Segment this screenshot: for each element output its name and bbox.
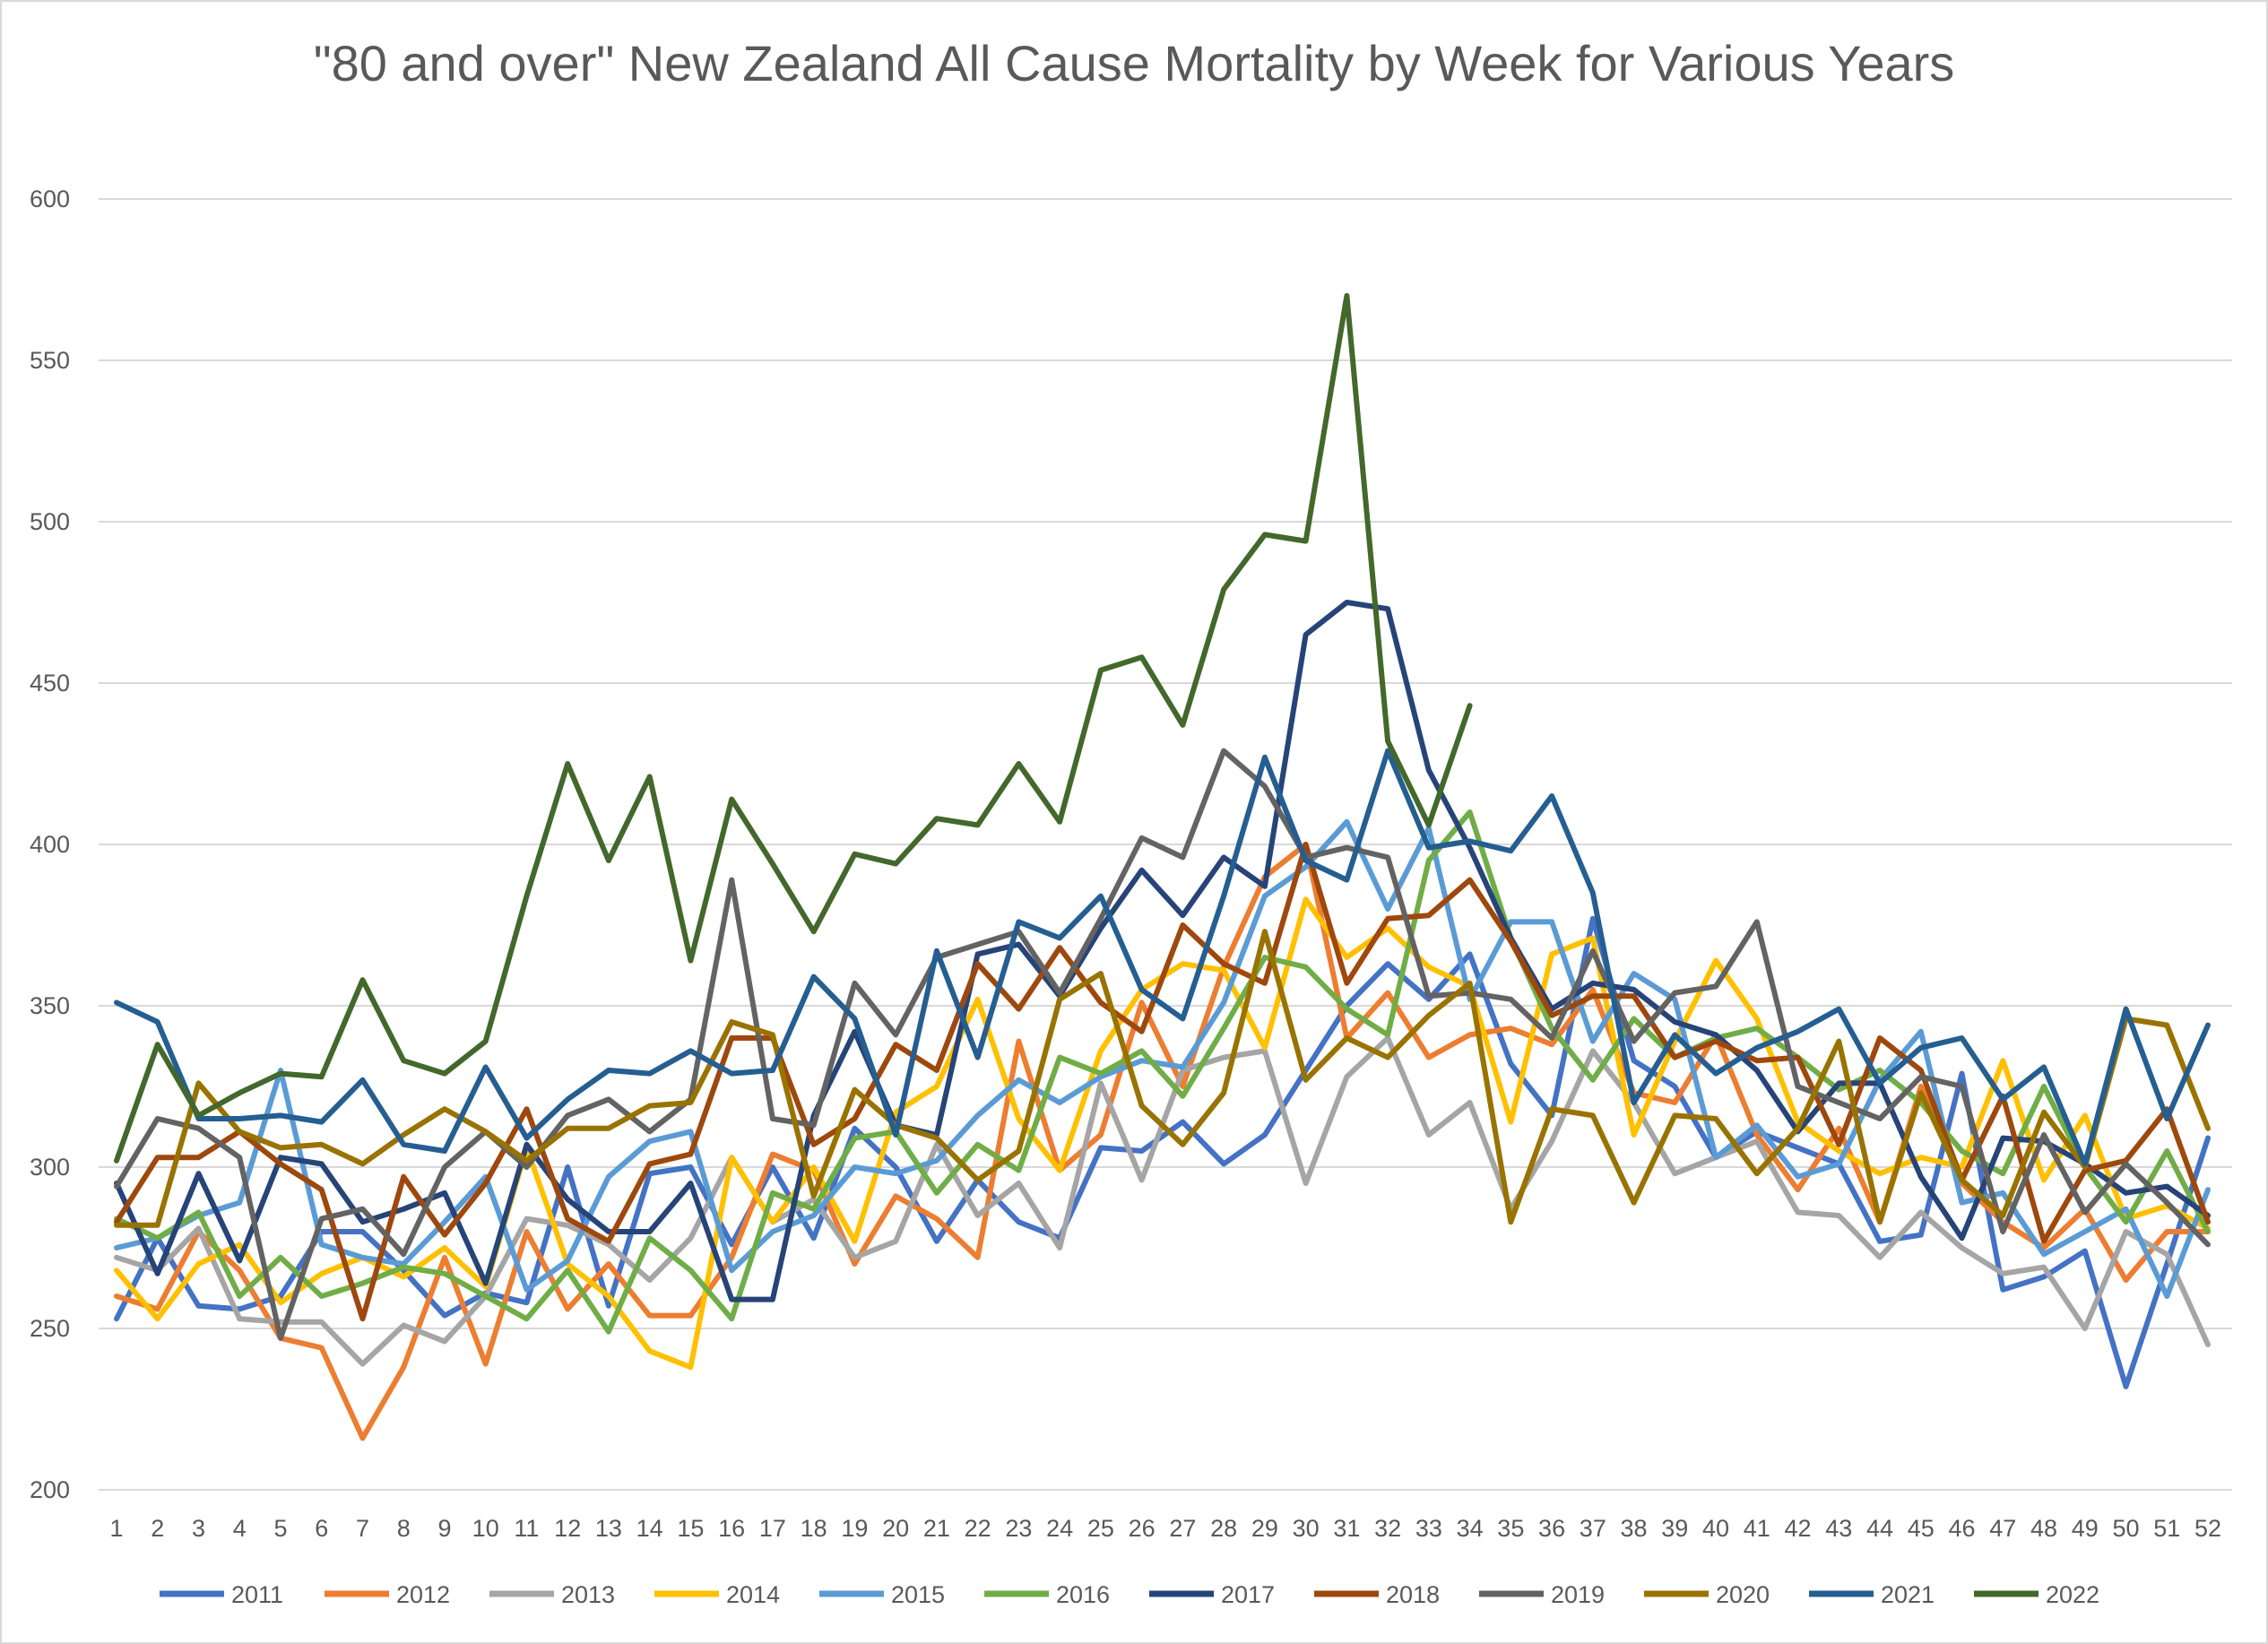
x-tick-label: 11	[514, 1515, 539, 1542]
x-tick-label: 36	[1538, 1515, 1565, 1542]
y-tick-label: 550	[30, 347, 70, 374]
legend-label-2022: 2022	[2046, 1581, 2099, 1608]
x-tick-label: 34	[1457, 1515, 1484, 1542]
series-line-2019	[114, 748, 2211, 1341]
x-tick-label: 16	[718, 1515, 745, 1542]
x-tick-label: 42	[1785, 1515, 1812, 1542]
x-tick-label: 7	[356, 1515, 369, 1542]
x-tick-label: 5	[273, 1515, 287, 1542]
x-tick-label: 52	[2194, 1515, 2221, 1542]
x-tick-label: 37	[1580, 1515, 1606, 1542]
x-tick-label: 32	[1374, 1515, 1401, 1542]
chart-title: "80 and over" New Zealand All Cause Mort…	[314, 35, 1955, 91]
x-tick-label: 29	[1251, 1515, 1278, 1542]
x-tick-label: 39	[1661, 1515, 1688, 1542]
x-tick-label: 3	[192, 1515, 205, 1542]
y-tick-label: 350	[30, 992, 70, 1019]
x-tick-label: 20	[882, 1515, 909, 1542]
x-tick-label: 24	[1046, 1515, 1073, 1542]
legend-label-2013: 2013	[561, 1581, 615, 1608]
legend-label-2015: 2015	[891, 1581, 945, 1608]
series-line-2020	[114, 929, 2211, 1228]
x-tick-label: 45	[1908, 1515, 1935, 1542]
x-tick-label: 10	[472, 1515, 499, 1542]
x-tick-label: 48	[2030, 1515, 2057, 1542]
y-tick-label: 450	[30, 670, 70, 697]
x-tick-label: 6	[315, 1515, 328, 1542]
x-tick-label: 35	[1497, 1515, 1524, 1542]
x-tick-label: 8	[397, 1515, 411, 1542]
series-lines	[114, 293, 2211, 1441]
x-tick-label: 12	[554, 1515, 581, 1542]
x-axis-ticks: 1 2 3 4 5 6 7 8 9 10 11 12 13 14 15 16 17 18 19 20 21 22 23 24 2…	[109, 1515, 2221, 1542]
y-tick-label: 500	[30, 508, 70, 535]
x-tick-label: 9	[437, 1515, 451, 1542]
x-tick-label: 13	[595, 1515, 622, 1542]
x-tick-label: 40	[1702, 1515, 1729, 1542]
y-tick-label: 400	[30, 831, 70, 858]
legend-label-2017: 2017	[1221, 1581, 1275, 1608]
y-tick-label: 250	[30, 1315, 70, 1342]
x-tick-label: 18	[801, 1515, 827, 1542]
x-tick-label: 22	[965, 1515, 991, 1542]
x-tick-label: 41	[1744, 1515, 1770, 1542]
x-tick-label: 14	[636, 1515, 663, 1542]
y-tick-label: 600	[30, 186, 70, 212]
legend-label-2012: 2012	[396, 1581, 450, 1608]
x-tick-label: 30	[1293, 1515, 1320, 1542]
x-tick-label: 33	[1415, 1515, 1442, 1542]
series-line-2012	[114, 842, 2211, 1441]
x-tick-label: 2	[151, 1515, 164, 1542]
x-tick-label: 51	[2153, 1515, 2180, 1542]
x-tick-label: 23	[1005, 1515, 1032, 1542]
legend-label-2020: 2020	[1716, 1581, 1770, 1608]
y-axis-ticks: 200 250 300 350 400 450 500 550 600	[30, 186, 70, 1503]
series-line-2016	[114, 809, 2211, 1335]
series-line-2018	[114, 842, 2211, 1322]
x-tick-label: 26	[1129, 1515, 1156, 1542]
x-tick-label: 27	[1169, 1515, 1196, 1542]
x-tick-label: 28	[1210, 1515, 1237, 1542]
x-tick-label: 44	[1866, 1515, 1893, 1542]
x-tick-label: 46	[1949, 1515, 1976, 1542]
legend-label-2011: 2011	[231, 1581, 283, 1608]
series-line-2022	[114, 293, 1473, 1164]
series-line-2021	[114, 748, 2211, 1167]
y-tick-label: 300	[30, 1154, 70, 1181]
y-tick-label: 200	[30, 1476, 70, 1503]
x-tick-label: 49	[2072, 1515, 2099, 1542]
x-tick-label: 31	[1333, 1515, 1360, 1542]
x-tick-label: 43	[1825, 1515, 1852, 1542]
x-tick-label: 17	[759, 1515, 786, 1542]
x-tick-label: 15	[677, 1515, 704, 1542]
x-tick-label: 47	[1989, 1515, 2016, 1542]
x-tick-label: 1	[109, 1515, 123, 1542]
legend: 2011 2012 2013 2014 2015 2016 2017 2018 2019 2020…	[160, 1581, 2099, 1608]
x-tick-label: 4	[233, 1515, 247, 1542]
x-tick-label: 50	[2112, 1515, 2139, 1542]
legend-label-2019: 2019	[1551, 1581, 1605, 1608]
x-tick-label: 21	[923, 1515, 950, 1542]
x-tick-label: 25	[1087, 1515, 1114, 1542]
x-tick-label: 19	[841, 1515, 868, 1542]
legend-label-2018: 2018	[1386, 1581, 1440, 1608]
series-line-2017	[114, 600, 2211, 1302]
legend-label-2014: 2014	[726, 1581, 780, 1608]
legend-label-2016: 2016	[1056, 1581, 1110, 1608]
x-tick-label: 38	[1621, 1515, 1648, 1542]
legend-label-2021: 2021	[1881, 1581, 1935, 1608]
